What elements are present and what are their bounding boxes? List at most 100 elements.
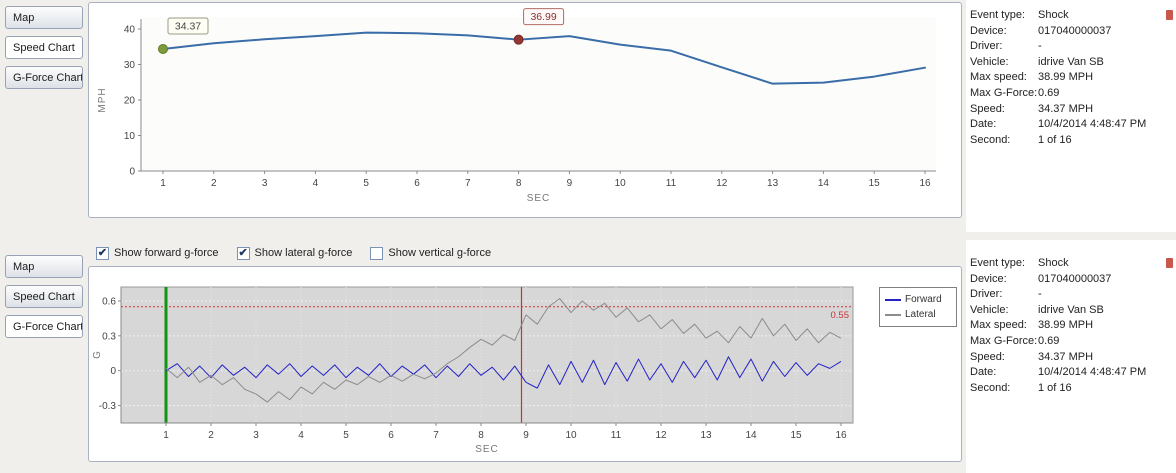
top-tab-list: Map Speed Chart G-Force Chart — [5, 6, 85, 96]
info-row-second: Second: 1 of 16 — [970, 381, 1170, 397]
svg-text:40: 40 — [124, 25, 136, 36]
legend-item-forward: Forward — [885, 292, 951, 307]
speed-chart-panel: 0 10 20 30 40 1 2 3 4 5 6 7 8 9 10 11 12 13 14 15 16 SEC MPH 34… — [88, 2, 962, 218]
svg-text:14: 14 — [745, 430, 757, 441]
tab-speed-chart[interactable]: Speed Chart — [5, 36, 83, 59]
info-value: - — [1038, 288, 1042, 301]
tab-map[interactable]: Map — [5, 255, 83, 278]
info-row-speed: Speed: 34.37 MPH — [970, 102, 1170, 118]
info-value: 38.99 MPH — [1038, 319, 1094, 332]
svg-text:4: 4 — [298, 430, 304, 441]
tab-g-force-chart[interactable]: G-Force Chart — [5, 315, 83, 338]
svg-text:15: 15 — [869, 178, 881, 189]
info-row-max-g-force: Max G-Force: 0.69 — [970, 334, 1170, 350]
info-label: Event type: — [970, 257, 1026, 269]
info-value: - — [1038, 40, 1042, 53]
info-label: Vehicle: — [970, 303, 1009, 316]
svg-text:36.99: 36.99 — [530, 11, 556, 23]
svg-text:6: 6 — [414, 178, 420, 189]
info-label: Max G-Force: — [970, 334, 1038, 347]
info-label: Driver: — [970, 40, 1003, 53]
svg-text:30: 30 — [124, 60, 136, 71]
svg-text:1: 1 — [163, 430, 169, 441]
gforce-chart[interactable]: 0.55-0.300.30.61 2 3 4 5 6 7 8 9 10 11 12 13 14 15 16SE… — [91, 275, 877, 461]
legend-line-icon — [885, 313, 901, 316]
svg-text:9: 9 — [523, 430, 529, 441]
info-label: Vehicle: — [970, 55, 1009, 68]
svg-text:SEC: SEC — [475, 444, 499, 455]
svg-text:7: 7 — [465, 178, 471, 189]
svg-text:13: 13 — [700, 430, 712, 441]
info-row-driver: Driver: - — [970, 39, 1170, 55]
info-label: Device: — [970, 272, 1007, 285]
checkbox-label: Show vertical g-force — [388, 247, 492, 259]
svg-text:12: 12 — [655, 430, 667, 441]
info-label: Speed: — [970, 102, 1005, 115]
svg-text:MPH: MPH — [97, 87, 108, 112]
svg-text:14: 14 — [818, 178, 830, 189]
info-value: 0.69 — [1038, 334, 1060, 347]
info-value: 38.99 MPH — [1038, 71, 1094, 84]
info-panel-background — [966, 0, 1176, 232]
info-label: Event type: — [970, 9, 1026, 21]
info-value: 1 of 16 — [1038, 381, 1072, 394]
svg-text:10: 10 — [565, 430, 577, 441]
bottom-tab-list: Map Speed Chart G-Force Chart — [5, 255, 85, 345]
svg-text:3: 3 — [262, 178, 268, 189]
info-row-max-speed: Max speed: 38.99 MPH — [970, 318, 1170, 334]
info-value: Shock — [1038, 257, 1069, 269]
tab-g-force-chart[interactable]: G-Force Chart — [5, 66, 83, 89]
checkbox-show-forward-g-force[interactable]: ✔ Show forward g-force — [96, 246, 219, 260]
info-label: Date: — [970, 366, 997, 379]
svg-text:SEC: SEC — [527, 193, 551, 204]
tab-map[interactable]: Map — [5, 6, 83, 29]
info-row-second: Second: 1 of 16 — [970, 133, 1170, 149]
info-label: Speed: — [970, 350, 1005, 363]
tab-speed-chart[interactable]: Speed Chart — [5, 285, 83, 308]
svg-text:0.3: 0.3 — [102, 331, 116, 342]
svg-text:16: 16 — [919, 178, 931, 189]
info-row-device: Device: 017040000037 — [970, 24, 1170, 40]
svg-text:0.6: 0.6 — [102, 296, 116, 307]
svg-text:20: 20 — [124, 96, 136, 107]
svg-text:7: 7 — [433, 430, 439, 441]
svg-text:11: 11 — [666, 178, 677, 189]
unchecked-checkbox-icon[interactable] — [370, 246, 384, 260]
checkbox-show-vertical-g-force[interactable]: Show vertical g-force — [370, 246, 492, 260]
gforce-chart-panel: 0.55 -0.3 0 0.3 0.6 1 2 3 4 5 6 7 8 9 10 11 12 13 14 15 16 SE… — [88, 266, 962, 462]
svg-text:8: 8 — [516, 178, 522, 189]
info-value: 1 of 16 — [1038, 133, 1072, 146]
legend-line-icon — [885, 298, 901, 301]
checkbox-show-lateral-g-force[interactable]: ✔ Show lateral g-force — [236, 246, 352, 260]
gforce-checkbox-row: ✔ Show forward g-force ✔ Show lateral g-for… — [96, 244, 509, 262]
svg-text:8: 8 — [478, 430, 484, 441]
legend-label: Lateral — [905, 309, 936, 320]
svg-text:2: 2 — [211, 178, 217, 189]
svg-text:34.37: 34.37 — [175, 20, 201, 32]
checked-checkbox-icon[interactable]: ✔ — [236, 246, 250, 260]
info-value: 017040000037 — [1038, 272, 1112, 285]
svg-text:0: 0 — [129, 167, 135, 178]
info-row-driver: Driver: - — [970, 287, 1170, 303]
checked-checkbox-icon[interactable]: ✔ — [96, 246, 109, 260]
info-row-max-speed: Max speed: 38.99 MPH — [970, 70, 1170, 86]
info-value: 0.69 — [1038, 86, 1060, 99]
info-label: Second: — [970, 133, 1011, 146]
info-label: Driver: — [970, 288, 1003, 301]
legend-item-lateral: Lateral — [885, 307, 951, 322]
svg-text:1: 1 — [160, 178, 166, 189]
svg-text:2: 2 — [208, 430, 214, 441]
speed-chart-section: Map Speed Chart G-Force Chart 0 10 20 30 40 1 2 3… — [0, 0, 1176, 232]
svg-text:9: 9 — [567, 178, 573, 189]
gforce-chart-section: Map Speed Chart G-Force Chart ✔ Show forwar… — [0, 240, 1176, 473]
svg-text:3: 3 — [253, 430, 259, 441]
info-row-event-type: Event type: Shock — [970, 8, 1170, 24]
legend-label: Forward — [905, 294, 942, 305]
alert-marker-icon — [1166, 10, 1173, 20]
info-value: Shock — [1038, 9, 1069, 21]
svg-text:16: 16 — [835, 430, 847, 441]
info-row-vehicle: Vehicle: idrive Van SB — [970, 55, 1170, 71]
svg-text:4: 4 — [313, 178, 319, 189]
info-label: Max speed: — [970, 319, 1027, 332]
